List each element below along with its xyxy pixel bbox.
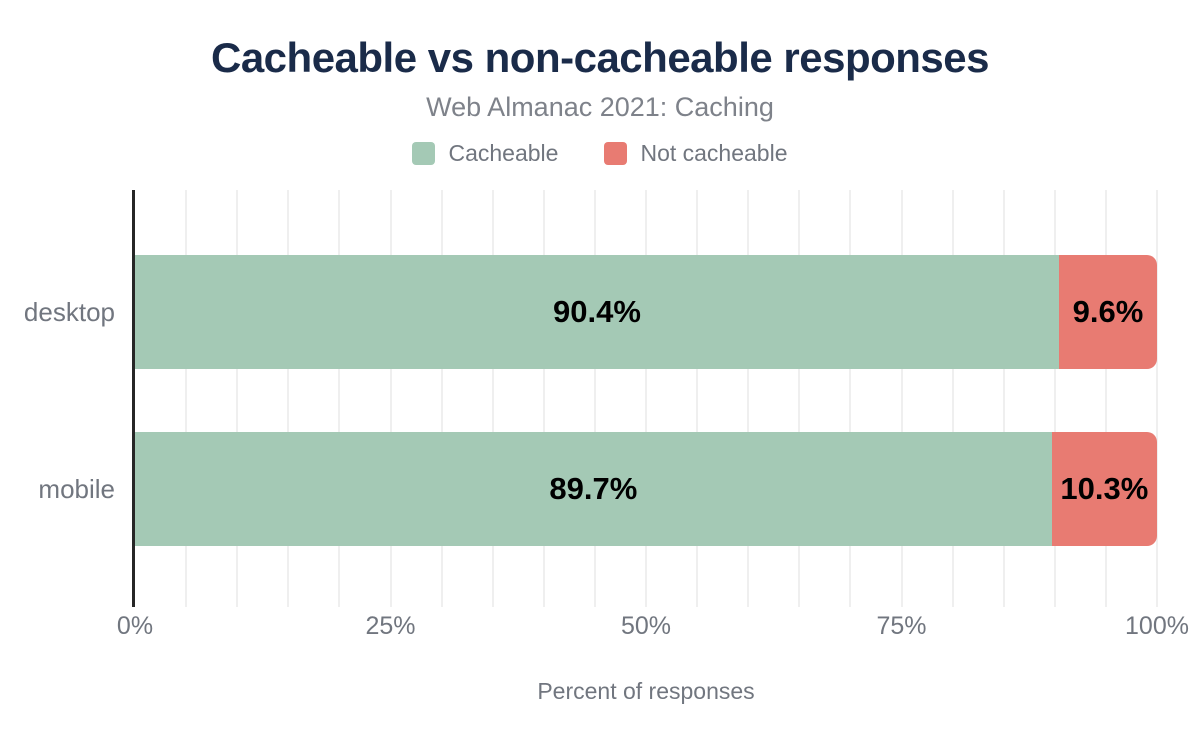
legend-item-not-cacheable: Not cacheable [604,140,788,167]
bar-mobile-cacheable: 89.7% [135,432,1052,546]
gridline [236,190,239,607]
x-tick-label-100-: 100% [1125,612,1189,640]
x-tick-label-0-: 0% [116,612,154,640]
x-axis: 0% 25% 50% 75% 100% [117,612,1189,642]
category-label-desktop: desktop [23,296,115,327]
gridline [900,190,903,607]
gridline [287,190,290,607]
bar-value-label: 90.4% [552,294,641,329]
bar-value-label: 9.6% [1072,294,1144,329]
bar-row-desktop: 90.4% 9.6% [135,255,1157,369]
gridline [440,190,443,607]
gridline [798,190,801,607]
gridline [185,190,188,607]
legend-swatch-not-cacheable [604,142,628,165]
bar-mobile-not-cacheable: 10.3% [1051,432,1157,546]
gridline [389,190,392,607]
legend-swatch-cacheable [412,142,436,165]
bar-desktop-not-cacheable: 9.6% [1058,255,1157,369]
legend-item-cacheable: Cacheable [412,140,558,167]
x-axis-title: Percent of responses [537,678,755,704]
plot-area: 90.4% 9.6% desktop 89.7% 10.3% mobile [24,190,1158,607]
gridline [542,190,545,607]
x-tick-label-25-: 25% [365,612,416,640]
gridline [593,190,596,607]
gridline [1156,190,1158,607]
legend-label: Cacheable [448,140,559,166]
gridline [951,190,954,607]
chart-subtitle: Web Almanac 2021: Caching [426,92,774,122]
gridline [1002,190,1005,607]
y-axis-line [132,190,135,607]
gridline [1053,190,1056,607]
x-tick-label-50-: 50% [620,612,672,640]
x-tick-label-75-: 75% [876,612,927,640]
bar-value-label: 89.7% [549,471,638,506]
legend-label: Not cacheable [640,140,788,166]
gridline [491,190,494,607]
gridline [747,190,750,607]
gridline [645,190,647,607]
bar-row-mobile: 89.7% 10.3% [135,432,1157,546]
gridline [1104,190,1107,607]
category-label-mobile: mobile [38,473,115,504]
legend: Cacheable Not cacheable [0,140,1200,167]
chart-title: Cacheable vs non-cacheable responses [210,34,990,81]
gridline [338,190,341,607]
bar-desktop-cacheable: 90.4% [135,255,1059,369]
gridline [849,190,852,607]
bar-value-label: 10.3% [1060,471,1149,506]
gridline [696,190,699,607]
